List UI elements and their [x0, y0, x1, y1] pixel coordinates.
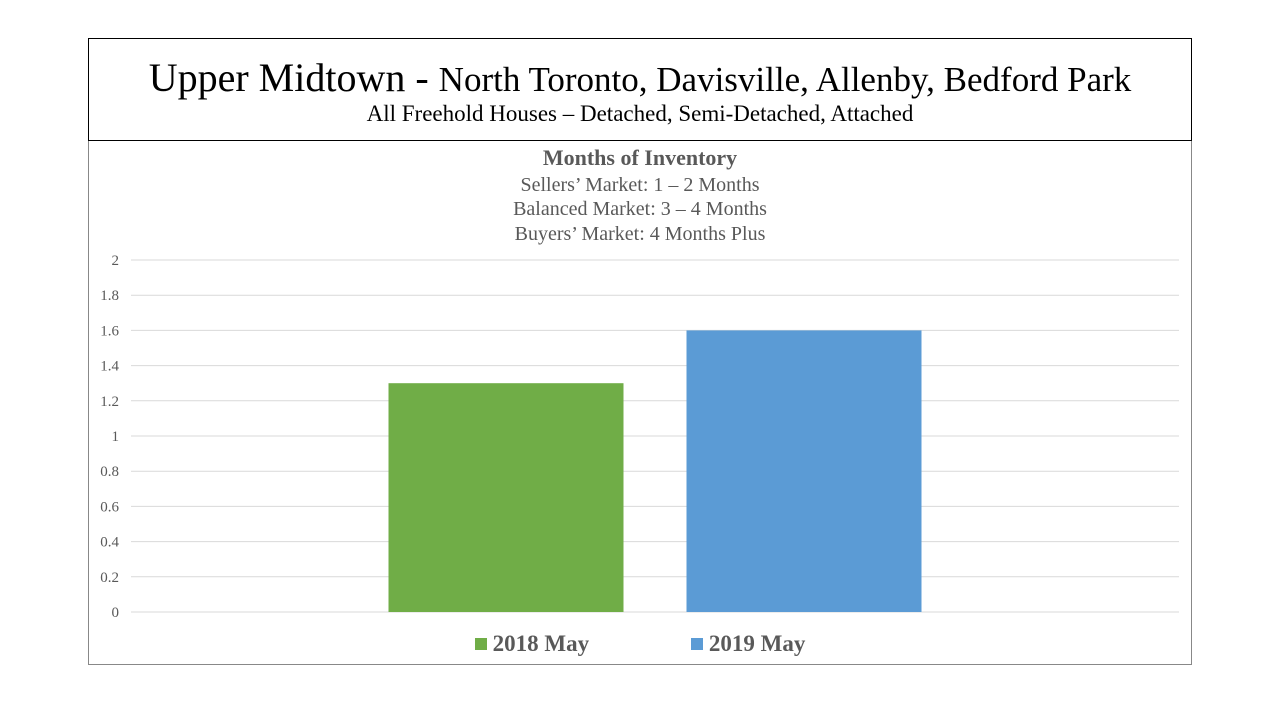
y-tick-label: 1.6 [100, 323, 119, 339]
chart-subtitle-balanced: Balanced Market: 3 – 4 Months [513, 198, 767, 220]
bar-2018-may [388, 383, 624, 612]
legend-label-2018: 2018 May [492, 631, 590, 656]
y-tick-label: 0.2 [100, 570, 119, 586]
chart-legend: 2018 May 2019 May [89, 631, 1191, 657]
title-separator: - [405, 55, 439, 100]
y-tick-label: 0.8 [100, 464, 119, 480]
y-tick-label: 2 [112, 253, 120, 269]
page-subtitle: All Freehold Houses – Detached, Semi-Det… [366, 101, 914, 126]
chart-area: Months of Inventory Sellers’ Market: 1 –… [88, 141, 1192, 665]
bar-2019-may [686, 330, 922, 612]
legend-item-2019: 2019 May [690, 631, 806, 657]
title-main: Upper Midtown [148, 55, 406, 100]
title-neighbourhoods: North Toronto, Davisville, Allenby, Bedf… [438, 60, 1132, 99]
legend-label-2019: 2019 May [708, 631, 806, 656]
y-tick-label: 1.2 [100, 394, 119, 410]
chart-subtitle-buyers: Buyers’ Market: 4 Months Plus [514, 223, 766, 245]
legend-swatch-2019 [690, 638, 703, 650]
page-title: Upper Midtown - North Toronto, Davisvill… [89, 55, 1191, 103]
y-tick-label: 1 [112, 429, 120, 445]
y-tick-label: 1.4 [100, 359, 119, 375]
y-tick-label: 0.4 [100, 535, 119, 551]
chart-title: Months of Inventory [542, 145, 738, 170]
y-tick-label: 0.6 [100, 499, 119, 515]
header-box: Upper Midtown - North Toronto, Davisvill… [88, 38, 1192, 141]
legend-item-2018: 2018 May [474, 631, 590, 657]
legend-swatch-2018 [474, 638, 487, 650]
bar-chart: 0 0.2 0.4 0.6 0.8 1 1.2 1.4 1.6 1.8 2 [100, 253, 1179, 621]
chart-subtitle-sellers: Sellers’ Market: 1 – 2 Months [520, 174, 760, 196]
y-tick-label: 0 [112, 605, 120, 621]
y-tick-label: 1.8 [100, 288, 119, 304]
